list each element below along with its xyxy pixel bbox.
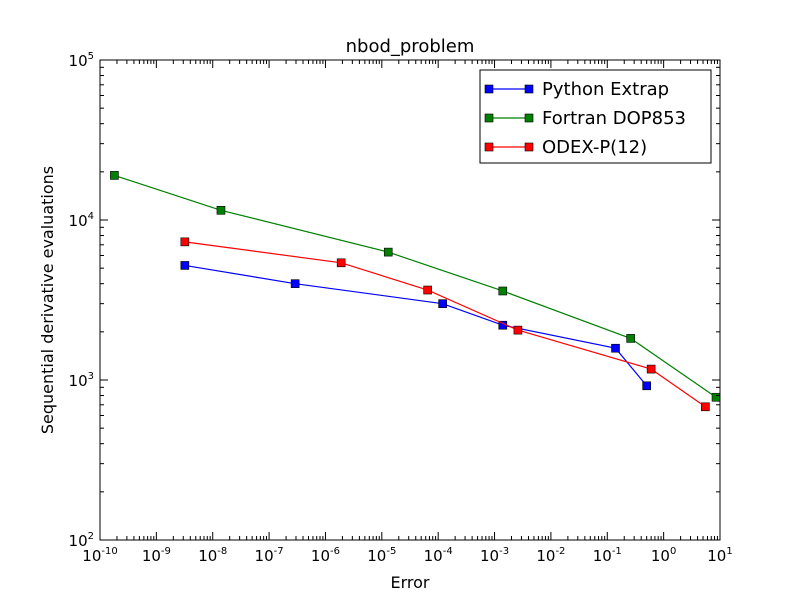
data-point: [438, 299, 447, 308]
legend-marker: [524, 84, 534, 94]
plot-frame: [99, 59, 721, 541]
plot-area: [110, 171, 721, 412]
data-point: [711, 392, 721, 402]
legend-marker: [524, 142, 534, 152]
series-3: [180, 237, 710, 412]
data-point: [646, 364, 656, 374]
data-point: [642, 381, 651, 391]
data-point: [216, 205, 226, 215]
series-line: [184, 264, 648, 387]
legend-label: Python Extrap: [542, 79, 669, 100]
data-point: [290, 279, 300, 288]
data-point: [423, 285, 432, 295]
data-point: [110, 171, 119, 180]
data-point: [336, 258, 346, 268]
legend-item: Fortran DOP853: [484, 108, 686, 129]
x-tick-label: 10-9: [142, 546, 171, 565]
y-tick-label: 103: [69, 371, 94, 390]
legend-marker: [484, 113, 494, 123]
y-tick-label: 105: [69, 51, 94, 70]
x-axis-ticks: 10-10 10-9 10-8 10-7 10-6 10-5 10-4 10-3 10-2 10-…: [82, 60, 733, 565]
series-2: [110, 171, 721, 402]
chart-title: nbod_problem: [346, 36, 475, 57]
x-tick-label: 10-4: [424, 546, 453, 565]
x-tick-label: 10-3: [480, 546, 509, 565]
x-tick-label: 10-1: [593, 546, 622, 565]
x-tick-label: 100: [651, 546, 676, 565]
data-point: [513, 325, 523, 335]
data-point: [383, 247, 393, 257]
data-point: [498, 286, 508, 296]
legend-item: ODEX-P(12): [484, 137, 647, 158]
x-axis-label: Error: [391, 573, 430, 592]
legend-label: Fortran DOP853: [542, 108, 686, 129]
x-tick-label: 10-2: [536, 546, 565, 565]
x-tick-label: 10-6: [311, 546, 340, 565]
data-point: [701, 402, 710, 412]
legend-marker: [524, 113, 534, 123]
y-tick-label: 104: [69, 211, 94, 230]
series-1: [180, 261, 651, 391]
data-point: [626, 334, 635, 343]
data-point: [180, 261, 190, 270]
series-line: [184, 241, 706, 408]
data-point: [180, 237, 190, 247]
legend-marker: [484, 142, 494, 152]
x-tick-label: 10-7: [255, 546, 284, 565]
y-axis-label: Sequential derivative evaluations: [38, 166, 57, 434]
legend-label: ODEX-P(12): [542, 137, 647, 158]
y-tick-label: 102: [69, 531, 94, 550]
legend: Python Extrap Fortran DOP853 ODEX-P(12): [479, 69, 712, 164]
y-axis-ticks: 102 103 104 105: [69, 51, 720, 550]
x-tick-label: 10-8: [198, 546, 227, 565]
legend-item: Python Extrap: [484, 79, 669, 100]
x-tick-label: 101: [707, 546, 732, 565]
series-line: [114, 174, 717, 398]
legend-marker: [484, 84, 494, 94]
x-tick-label: 10-5: [367, 546, 396, 565]
x-tick-label: 10-10: [82, 546, 117, 565]
data-point: [611, 343, 620, 353]
